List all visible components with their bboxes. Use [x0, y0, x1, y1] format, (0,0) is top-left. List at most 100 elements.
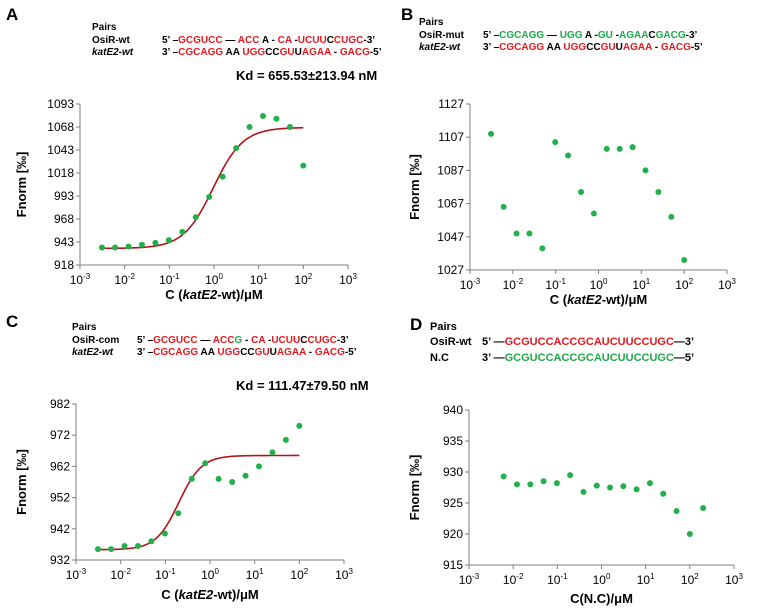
y-tick-label: 930 [443, 465, 463, 479]
x-tick-label: 103 [718, 277, 736, 292]
data-point [138, 241, 145, 248]
sequence-segment: UGG [242, 47, 265, 58]
x-tick-label: 100 [590, 277, 608, 292]
y-axis-label: Fnorm [‰] [407, 154, 422, 220]
sequence-segment: - [242, 335, 251, 346]
x-axis-label: C (katE2-wt)/μM [161, 587, 259, 602]
sequence-segment: 3’ – [483, 42, 500, 53]
fit-curve [101, 126, 304, 250]
sequence-segment: — [198, 335, 213, 346]
data-point [255, 463, 262, 470]
x-tick-label: 101 [632, 277, 650, 292]
sequence-segment: A - [582, 30, 597, 41]
y-tick-label: 1047 [437, 230, 464, 244]
sequence-segment: -3’ [686, 30, 698, 41]
data-point [673, 508, 680, 515]
panel-a-letter: A [6, 5, 18, 24]
sequence-segment: AGAA [623, 42, 652, 53]
y-tick-label: 982 [50, 397, 70, 411]
sequence-segment: 5’ – [162, 35, 179, 46]
x-tick-label: 103 [725, 572, 743, 587]
x-tick-label: 101 [246, 567, 264, 582]
sequence-segment: UGG [217, 347, 240, 358]
sequence-segment: - [652, 42, 661, 53]
sequence-segment: - [613, 30, 619, 41]
panel-c-chart: 932 942 952 962 972 982 10-3 10-2 10-1 100 101 102 1… [14, 397, 353, 602]
x-tick-label: 102 [290, 567, 308, 582]
data-point [603, 145, 610, 152]
x-tick-label: 10-1 [159, 272, 180, 287]
data-point [500, 473, 507, 480]
y-tick-label: 972 [50, 428, 70, 442]
panel-d: D Pairs OsiR-wt N.C 5’ —GCGUCCACCGCAUCUU… [407, 315, 743, 606]
sequence-segment: AGAA [277, 347, 306, 358]
y-tick-label: 962 [50, 459, 70, 473]
data-point [134, 542, 141, 549]
panel-a: A Pairs OsiR-wt katE2-wt 5’ –GCGUCC — AC… [6, 5, 382, 302]
data-point [296, 422, 303, 429]
data-point [286, 124, 293, 130]
panel-c-pairs-title: Pairs [72, 322, 97, 333]
sequence-segment: U [270, 347, 277, 358]
data-point [567, 472, 574, 479]
y-tick-label: 932 [50, 553, 70, 567]
y-tick-label: 915 [443, 558, 463, 572]
sequence-segment: GCGUCC [153, 335, 197, 346]
y-tick-label: 935 [443, 434, 463, 448]
y-tick-label: 1127 [438, 97, 464, 111]
y-tick-label: 918 [54, 258, 74, 272]
sequence-segment: AA [198, 347, 217, 358]
y-axis-label: Fnorm [‰] [14, 152, 29, 218]
panel-a-pair-1-name: OsiR-wt [92, 35, 130, 46]
sequence-segment: CGCAGG [499, 30, 544, 41]
sequence-segment: C [327, 35, 334, 46]
data-point [259, 112, 266, 119]
y-tick-label: 943 [54, 235, 74, 249]
data-point [607, 484, 614, 491]
sequence-segment: U [616, 42, 623, 53]
data-point [273, 115, 280, 122]
data-point [94, 546, 101, 553]
data-point [540, 478, 547, 485]
sequence-segment: ACC [238, 35, 260, 46]
data-point [681, 257, 688, 264]
y-tick-label: 1093 [47, 97, 74, 111]
sequence-segment: AA [223, 47, 242, 58]
sequence-segment: 5’ – [137, 335, 154, 346]
panel-a-pair-2-sequence: 3’ –CGCAGG AA UGGCCGUUAGAA - GACG-5’ [162, 47, 382, 58]
x-tick-label: 103 [339, 272, 357, 287]
y-tick-label: 1018 [47, 166, 74, 180]
sequence-segment: AA [544, 42, 563, 53]
y-tick-label: 1068 [47, 120, 74, 134]
sequence-segment: CC [265, 47, 279, 58]
y-tick-label: 968 [54, 212, 74, 226]
data-point [125, 243, 132, 250]
sequence-segment: GCGUCCACCGCAUCUUCCUGC [505, 352, 674, 364]
data-point [616, 145, 623, 152]
x-tick-label: 10-3 [70, 272, 91, 287]
sequence-segment: - [265, 335, 271, 346]
sequence-segment: UCUU [298, 35, 327, 46]
sequence-segment: GACG [656, 30, 686, 41]
y-axis-label: Fnorm [‰] [14, 449, 29, 515]
panel-b-pair-2-name: katE2-wt [419, 42, 461, 53]
panel-d-chart: 915 920 925 930 935 940 10-3 10-2 10-1 100 101 102 1… [407, 403, 743, 606]
panel-c-letter: C [6, 312, 18, 331]
data-point [633, 486, 640, 493]
data-point [655, 188, 662, 195]
data-point [642, 167, 649, 174]
x-tick-label: 10-3 [66, 567, 87, 582]
sequence-segment: — [544, 30, 560, 41]
sequence-segment: GCGUCC [178, 35, 222, 46]
y-axis-label: Fnorm [‰] [407, 455, 422, 521]
data-point [629, 144, 636, 151]
panel-b-pairs-title: Pairs [419, 17, 444, 28]
data-point [112, 244, 119, 251]
data-point [539, 245, 546, 252]
panel-c-pair-1-sequence: 5’ –GCGUCC — ACCG - CA -UCUUCCUGC-3’ [137, 335, 349, 346]
y-tick-label: 1087 [437, 163, 464, 177]
data-point [300, 162, 307, 169]
panel-b-pair-1-name: OsiR-mut [419, 30, 465, 41]
data-point [202, 460, 209, 467]
